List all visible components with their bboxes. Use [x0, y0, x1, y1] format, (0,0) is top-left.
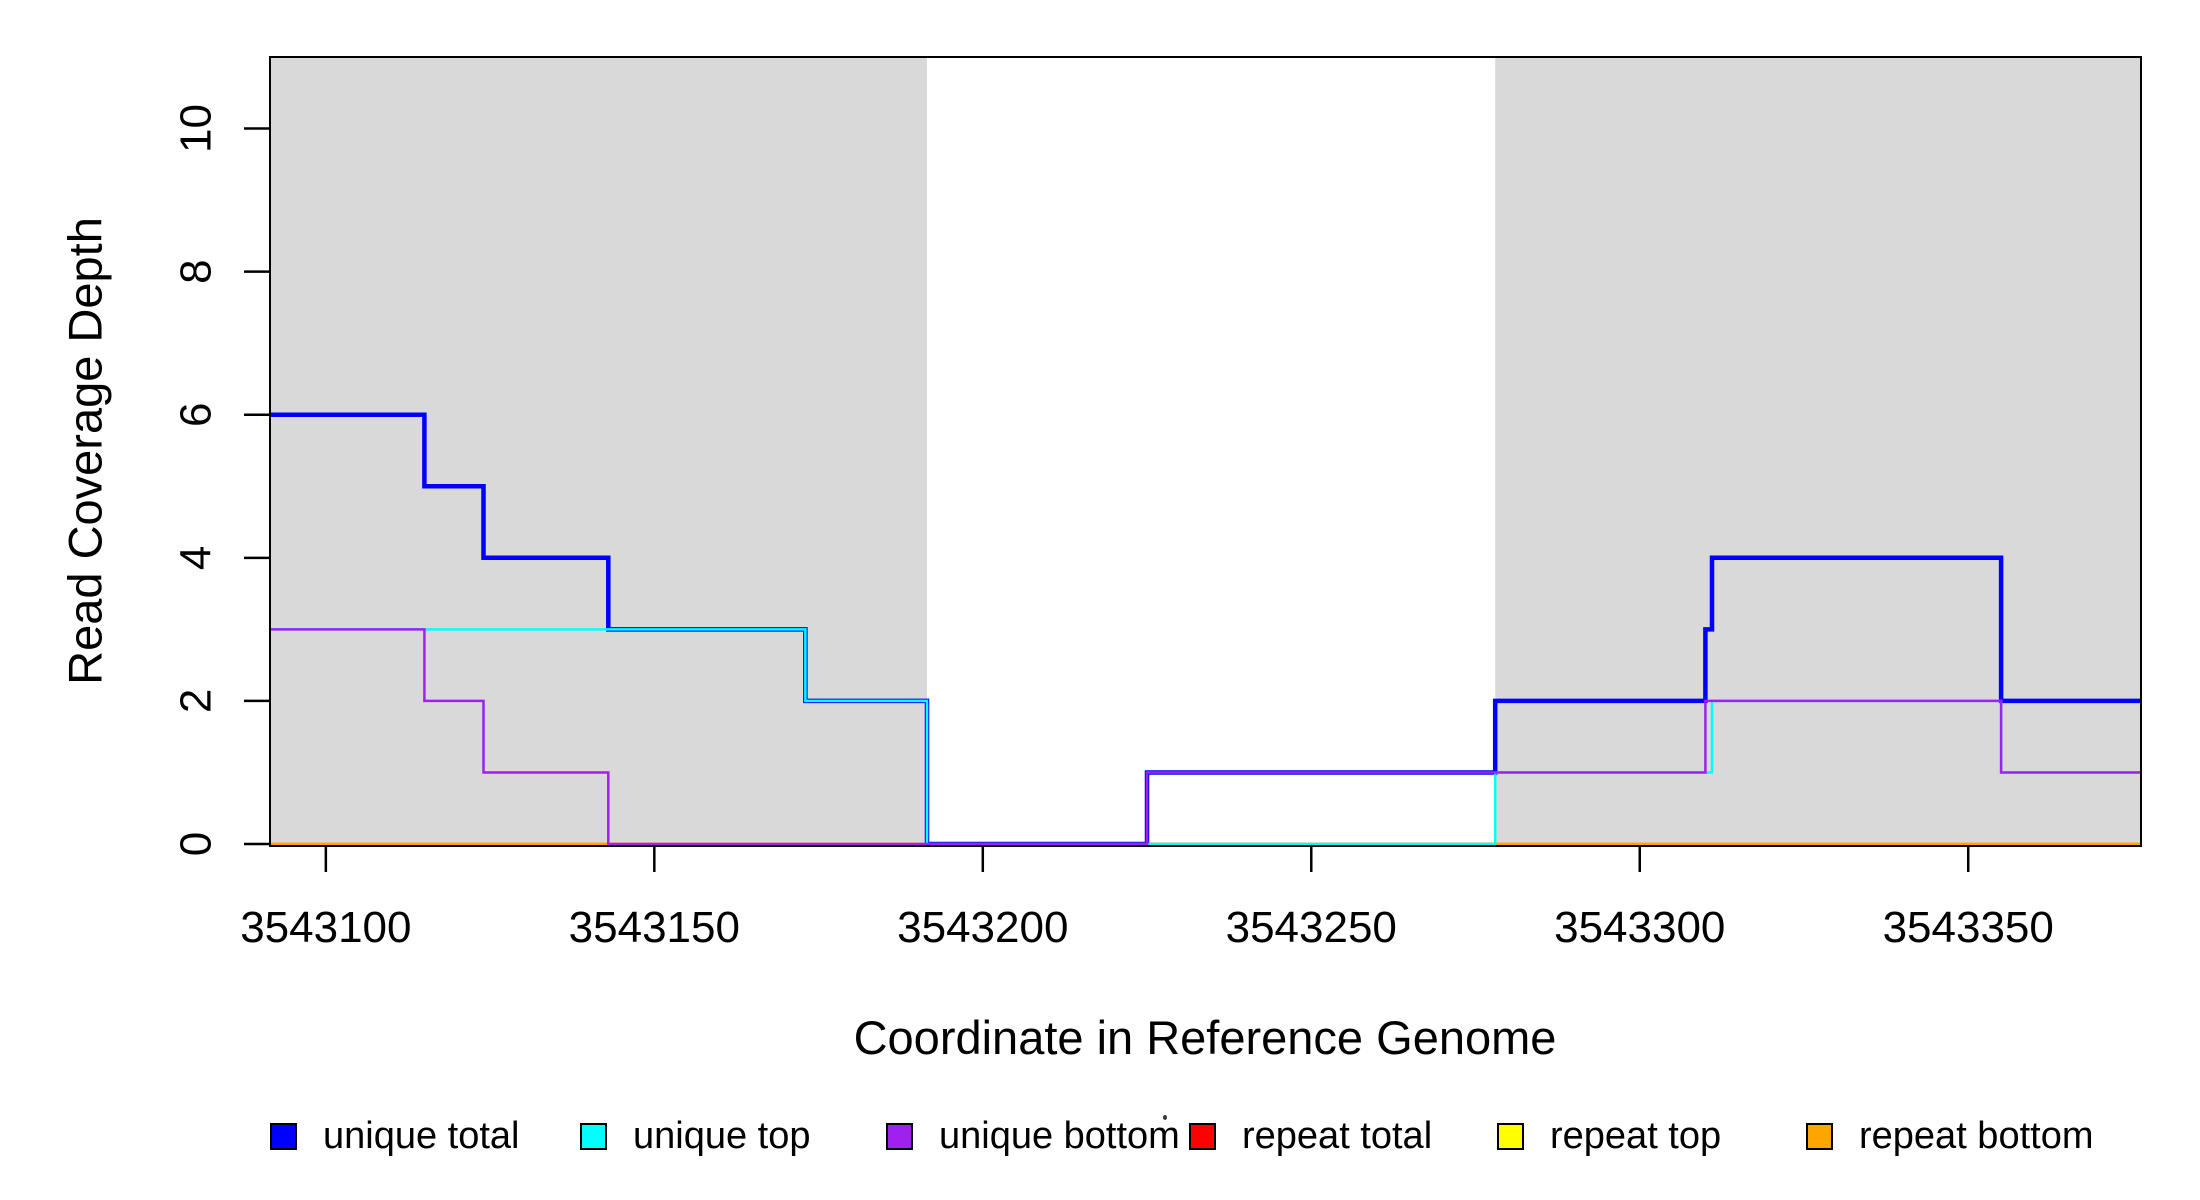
legend-item-repeat-total: repeat total [1189, 1115, 1433, 1157]
y-tick-label: 8 [172, 259, 221, 283]
legend-item-repeat-bottom: repeat bottom [1806, 1115, 2094, 1157]
legend-swatch-repeat-top [1497, 1122, 1524, 1150]
legend-label: unique total [323, 1115, 520, 1157]
legend-label: repeat total [1242, 1115, 1433, 1157]
repeat-region-2 [1495, 58, 2141, 845]
legend-item-unique-top: unique top [580, 1115, 811, 1157]
y-tick-label: 4 [172, 546, 221, 570]
legend-swatch-unique-top [580, 1122, 607, 1150]
legend-label: repeat top [1550, 1115, 1722, 1157]
plot-box [269, 56, 2142, 847]
axis-layer: 3543100 3543150 3543200 3543250 3543300 35433… [172, 56, 2142, 952]
repeat-region-1 [270, 58, 927, 845]
x-tick-label: 3543350 [1883, 903, 2054, 952]
legend-label: unique bottom [939, 1115, 1180, 1157]
legend-label: repeat bottom [1859, 1115, 2094, 1157]
coverage-series-layer [270, 412, 2141, 847]
legend-swatch-repeat-total [1189, 1122, 1216, 1150]
legend-item-repeat-top: repeat top [1497, 1115, 1722, 1157]
x-axis-title: Coordinate in Reference Genome [853, 1011, 1557, 1064]
legend-swatch-unique-bottom [886, 1122, 913, 1150]
stray-dot-artifact [1163, 1115, 1167, 1120]
y-tick-label: 10 [172, 104, 221, 153]
legend-swatch-unique-total [270, 1122, 297, 1150]
y-axis-title: Read Coverage Depth [58, 217, 112, 685]
y-tick-label: 6 [172, 402, 221, 426]
legend-label: unique top [633, 1115, 811, 1157]
x-tick-label: 3543200 [897, 903, 1068, 952]
series-line-unique-bottom [270, 628, 2141, 846]
x-tick-label: 3543300 [1554, 903, 1725, 952]
x-tick-label: 3543250 [1226, 903, 1397, 952]
legend-item-unique-total: unique total [270, 1115, 520, 1157]
repeat-region-shading-layer [270, 58, 2141, 845]
legend-swatch-repeat-bottom [1806, 1122, 1833, 1150]
legend-item-unique-bottom: unique bottom [886, 1115, 1180, 1157]
y-tick-label: 2 [172, 689, 221, 713]
x-tick-label: 3543100 [240, 903, 411, 952]
y-tick-label: 0 [172, 832, 221, 856]
x-tick-label: 3543150 [569, 903, 740, 952]
